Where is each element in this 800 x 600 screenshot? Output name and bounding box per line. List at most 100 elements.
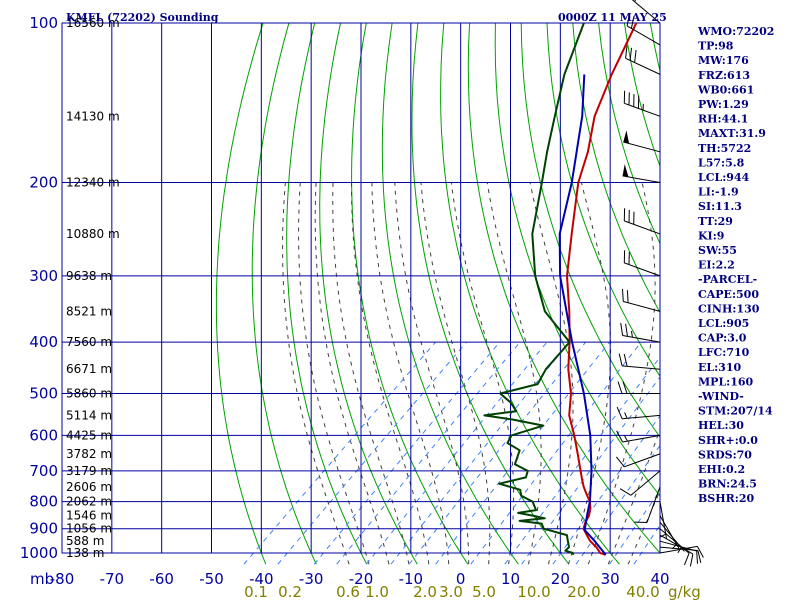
wind-barb-staff	[622, 434, 661, 443]
sounding-index: SI:11.3	[698, 200, 742, 213]
pressure-temperature-grid	[61, 22, 661, 554]
wind-barb-feather	[626, 13, 631, 26]
wind-barb-staff	[622, 365, 661, 370]
wind-barb-staff	[622, 335, 661, 343]
wind-barb-half-feather	[671, 543, 677, 550]
sounding-index: RH:44.1	[698, 113, 748, 126]
height-label: 1056 m	[66, 522, 112, 536]
plot-frame	[61, 22, 661, 554]
mixing-ratio-line	[521, 376, 660, 565]
sounding-index: MAXT:31.9	[698, 127, 766, 140]
dry-adiabat	[779, 23, 800, 564]
dry-adiabat	[411, 23, 570, 565]
sounding-index: SW:55	[698, 244, 737, 257]
sounding-index: EHI:0.2	[698, 463, 745, 476]
dry-adiabat	[520, 23, 660, 438]
sounding-index: PW:1.29	[698, 98, 749, 111]
sounding-index: WMO:72202	[697, 25, 774, 38]
sounding-index: SRDS:70	[698, 448, 752, 461]
height-label: 10880 m	[66, 227, 120, 241]
temperature-tick-label: 0	[456, 570, 466, 588]
temperature-tick-label: 20	[551, 570, 570, 588]
temperature-tick-label: -60	[149, 570, 174, 588]
moist-adiabat	[529, 182, 574, 565]
wind-barb	[616, 430, 661, 443]
temperature-tick-label: -10	[399, 570, 424, 588]
wind-barb-half-feather	[659, 533, 666, 538]
sounding-index: WB0:661	[697, 83, 754, 96]
chart-title: KMFL (72202) Sounding	[66, 11, 219, 24]
wind-barb-staff	[624, 453, 661, 468]
wind-barb	[625, 45, 661, 75]
mixing-ratio-line	[365, 341, 548, 565]
height-label: 138 m	[66, 546, 104, 560]
wind-barb	[623, 250, 661, 277]
wind-barb-staff	[659, 501, 668, 540]
height-label: 7560 m	[66, 335, 112, 349]
moist-adiabat	[351, 182, 430, 565]
moist-adiabat	[332, 182, 410, 565]
dry-adiabat	[467, 23, 660, 554]
mixing-ratio-label: 10.0	[517, 583, 550, 600]
pressure-label: 300	[29, 267, 58, 285]
wind-barb	[616, 406, 661, 420]
wind-barb-feather	[622, 381, 628, 394]
wind-barb-feather	[620, 322, 624, 336]
temperature-tick-label: -30	[299, 570, 324, 588]
wind-barb-feather	[616, 430, 624, 443]
wind-barb	[659, 534, 694, 567]
sounding-index: CINH:130	[698, 302, 760, 315]
moist-adiabats	[282, 182, 660, 565]
sounding-index: HEL:30	[698, 419, 744, 432]
wind-barb-feather	[616, 456, 625, 468]
temperature-tick-label: -40	[249, 570, 274, 588]
height-label: 9638 m	[66, 269, 112, 283]
mixing-ratio-label: 3.0	[439, 583, 463, 600]
wind-barb-feather	[622, 288, 624, 302]
pressure-label: 100	[29, 14, 58, 32]
wind-barb	[659, 545, 704, 558]
mixing-ratio-unit-label: g/kg	[668, 583, 701, 600]
wind-barb	[631, 0, 661, 24]
wind-barb	[623, 90, 661, 117]
wind-barb-staff	[623, 141, 661, 153]
dry-adiabat	[251, 23, 317, 565]
wind-barb-staff	[624, 102, 661, 117]
mixing-ratio-label: 40.0	[626, 583, 659, 600]
mixing-ratio-label: 5.0	[472, 583, 496, 600]
wind-barb-half-feather	[624, 412, 628, 419]
moist-adiabat	[567, 182, 612, 565]
sounding-index: FRZ:613	[698, 69, 750, 82]
dry-adiabat	[546, 23, 660, 378]
wind-barb-feather	[689, 554, 694, 567]
temperature-trace	[566, 23, 638, 556]
wind-barb-half-feather	[624, 435, 628, 442]
sounding-index: TP:98	[698, 40, 734, 53]
height-label: 4425 m	[66, 428, 112, 442]
sounding-index: LI:-1.9	[698, 186, 739, 199]
sounding-index: SHR+:0.0	[698, 434, 758, 447]
sounding-index: MPL:160	[698, 375, 754, 388]
height-labels: 16560 m 14130 m 12340 m 10880 m 9638 m 8521 m…	[66, 16, 120, 560]
height-label: 588 m	[66, 534, 104, 548]
wind-barb	[616, 453, 661, 468]
sounding-index: LCL:905	[698, 317, 749, 330]
sounding-index: TH:5722	[698, 142, 751, 155]
height-label: 3782 m	[66, 447, 112, 461]
wind-barb-feather	[623, 353, 628, 367]
sounding-index: L57:5.8	[698, 156, 745, 169]
height-label: 12340 m	[66, 176, 120, 190]
dry-adiabat	[494, 23, 660, 497]
wind-barb-feather	[684, 553, 690, 566]
pressure-label: 400	[29, 333, 58, 351]
height-label: 16560 m	[66, 16, 120, 30]
wind-barb-staff	[646, 486, 661, 523]
dry-adiabat	[754, 23, 800, 564]
wind-barb	[619, 470, 661, 496]
sounding-index: -PARCEL-	[698, 273, 757, 286]
temperature-tick-label: 30	[601, 570, 620, 588]
temperature-tick-label: 10	[501, 570, 520, 588]
mixing-ratio-label: 2.0	[413, 583, 437, 600]
